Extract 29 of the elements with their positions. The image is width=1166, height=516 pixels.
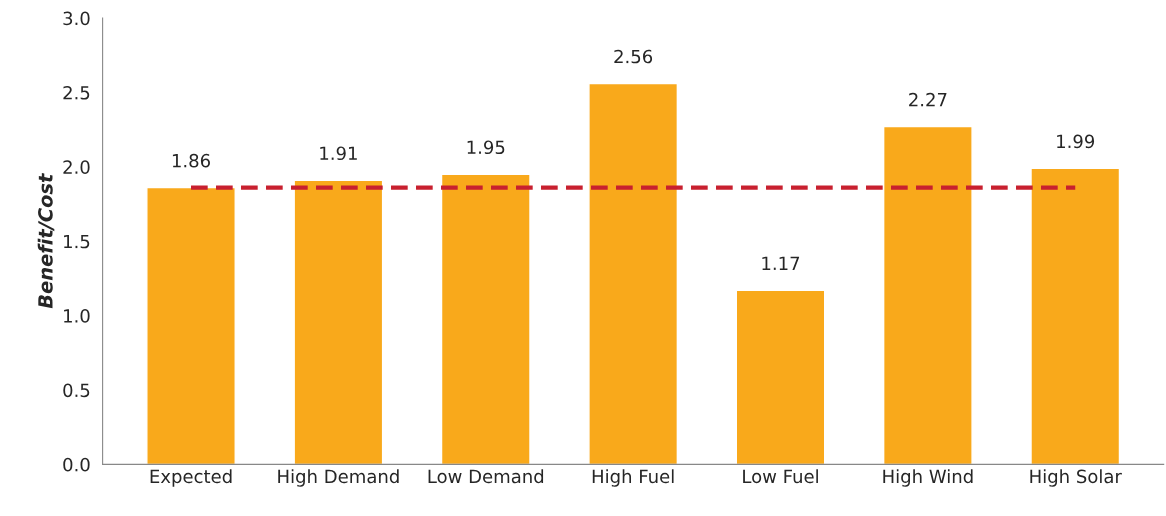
bar bbox=[1030, 167, 1121, 465]
x-tick-label: High Wind bbox=[883, 469, 973, 487]
y-tick-label: 1.5 bbox=[64, 234, 90, 249]
bar bbox=[588, 82, 679, 465]
bar bbox=[882, 125, 973, 465]
x-tick-label: High Fuel bbox=[592, 469, 674, 487]
y-tick-label: 0.0 bbox=[63, 457, 90, 472]
data-label: 1.17 bbox=[762, 256, 800, 270]
x-tick-label: Low Fuel bbox=[743, 469, 818, 484]
y-tick-label: 0.5 bbox=[63, 383, 90, 398]
bar bbox=[293, 179, 384, 465]
x-tick-label: Low Demand bbox=[428, 469, 544, 484]
data-label: 2.27 bbox=[909, 92, 947, 107]
y-tick-label: 2.5 bbox=[63, 85, 90, 100]
y-tick-label: 1.0 bbox=[64, 309, 90, 323]
bar bbox=[735, 289, 826, 465]
data-label: 2.56 bbox=[614, 49, 653, 64]
data-label: 1.99 bbox=[1057, 134, 1095, 149]
y-tick-label: 2.0 bbox=[63, 160, 90, 174]
data-label: 1.95 bbox=[467, 140, 505, 155]
bar bbox=[146, 186, 236, 465]
data-label: 1.91 bbox=[320, 146, 357, 161]
x-tick-label: High Solar bbox=[1030, 469, 1122, 487]
x-tick-label: High Demand bbox=[278, 469, 399, 487]
bar bbox=[440, 173, 531, 465]
y-axis-title: Benefit/Cost bbox=[37, 173, 55, 309]
y-tick-label: 3.0 bbox=[63, 11, 90, 26]
x-tick-label: Expected bbox=[150, 469, 232, 487]
data-label: 1.86 bbox=[172, 153, 210, 168]
